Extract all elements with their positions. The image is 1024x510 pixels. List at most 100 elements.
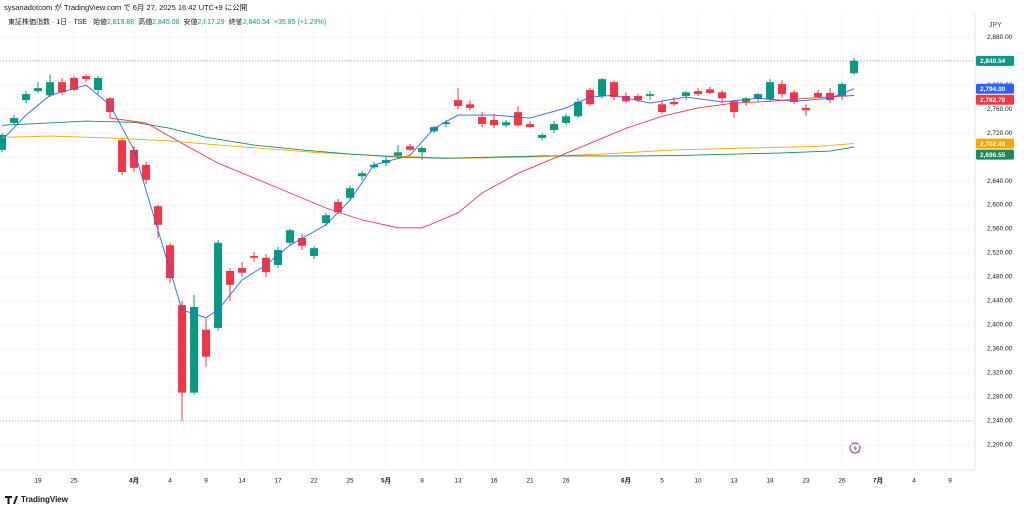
candle-body: [286, 230, 295, 243]
published-note: sysanadotcom が TradingView.com で 6月 27, …: [4, 2, 247, 12]
legend-value: 2,845.08: [152, 19, 179, 26]
legend-name: 高値: [138, 17, 152, 26]
y-tick-label: 2,560.00: [987, 226, 1013, 233]
y-tick-label: 2,360.00: [987, 346, 1013, 353]
legend-title: 東証株価指数 · 1日 · TSE: [8, 17, 87, 26]
y-tick-label: 2,640.00: [987, 178, 1013, 185]
candle-body: [526, 124, 535, 128]
candle-body: [802, 107, 811, 111]
candle-body: [10, 118, 19, 123]
x-tick-label: 26: [838, 478, 846, 485]
candle-body: [346, 188, 355, 198]
candle-body: [118, 140, 127, 173]
x-tick-label: 13: [730, 478, 738, 485]
y-tick-label: 2,320.00: [987, 370, 1013, 377]
currency: JPY: [989, 22, 1002, 29]
candle-body: [814, 92, 823, 98]
y-tick-label: 2,600.00: [987, 202, 1013, 209]
x-tick-label: 26: [562, 478, 570, 485]
candle-body: [778, 83, 787, 95]
candle-body: [34, 88, 43, 92]
x-tick-label: 16: [490, 478, 498, 485]
price-tag: [976, 83, 1014, 94]
price-tag-label: 2,794.00: [980, 86, 1006, 93]
candle-body: [850, 60, 859, 74]
candle-body: [742, 98, 751, 102]
candle-body: [718, 92, 727, 99]
candle-body: [622, 95, 631, 102]
x-tick-label: 4月: [129, 477, 139, 485]
y-tick-label: 2,520.00: [987, 250, 1013, 257]
x-tick-label: 5: [660, 478, 664, 485]
candle-body: [766, 82, 775, 99]
x-tick-label: 23: [802, 478, 810, 485]
price-tag: [976, 55, 1014, 66]
candle-body: [838, 83, 847, 96]
y-tick-label: 2,720.00: [987, 130, 1013, 137]
candle-body: [58, 82, 67, 93]
x-tick-label: 17: [274, 478, 282, 485]
candle-body: [202, 329, 211, 357]
candle-body: [442, 122, 451, 125]
candle-body: [682, 92, 691, 96]
candle-body: [610, 82, 619, 98]
candle-body: [706, 89, 715, 93]
candle-body: [538, 134, 547, 138]
candle-body: [226, 270, 235, 285]
candle-body: [310, 248, 319, 256]
x-tick-label: 9: [948, 478, 952, 485]
candle-body: [466, 104, 475, 108]
candle-body: [574, 101, 583, 117]
candle-body: [154, 206, 163, 225]
logo-icon: [5, 496, 18, 504]
x-tick-label: 4: [168, 478, 172, 485]
price-tag-label: 2,782.78: [980, 97, 1006, 104]
candle-body: [670, 101, 679, 105]
price-tag-label: 2,696.55: [980, 152, 1006, 159]
y-tick-label: 2,240.00: [987, 418, 1013, 425]
x-tick-label: 9: [204, 478, 208, 485]
candle-body: [598, 79, 607, 96]
price-tag-label: 2,702.48: [980, 141, 1006, 148]
x-tick-label: 8: [420, 478, 424, 485]
moving-average-line: [1, 120, 855, 159]
x-tick-label: 6月: [621, 477, 631, 485]
candle-body: [394, 152, 403, 156]
x-tick-label: 19: [34, 478, 42, 485]
moving-average-line: [1, 135, 855, 159]
candle-body: [754, 94, 763, 99]
legend-name: 終値: [229, 17, 243, 26]
candle-body: [730, 101, 739, 113]
candle-body: [550, 124, 559, 131]
candle-body: [334, 202, 343, 213]
x-tick-label: 5月: [381, 477, 391, 485]
candle-body: [130, 149, 139, 168]
moving-average-line: [1, 84, 855, 319]
candle-body: [490, 119, 499, 126]
x-tick-label: 22: [310, 478, 318, 485]
y-tick-label: 2,880.00: [987, 34, 1013, 41]
y-tick-label: 2,400.00: [987, 322, 1013, 329]
candle-body: [646, 94, 655, 96]
price-tag: [976, 149, 1014, 160]
candle-body: [250, 255, 259, 258]
x-tick-label: 4: [912, 478, 916, 485]
y-tick-label: 2,760.00: [987, 106, 1013, 113]
candle-body: [370, 164, 379, 168]
candle-body: [478, 116, 487, 125]
candle-body: [358, 173, 367, 177]
candle-body: [46, 82, 55, 96]
legend-value: 2,819.88: [107, 19, 134, 26]
x-tick-label: 18: [766, 478, 774, 485]
candle-body: [142, 164, 151, 180]
x-tick-label: 25: [70, 478, 78, 485]
y-tick-label: 2,440.00: [987, 298, 1013, 305]
legend: 東証株価指数 · 1日 · TSE 始値2,819.88 高値2,845.08 安値2…: [8, 17, 326, 26]
candle-body: [22, 94, 31, 101]
y-tick-label: 2,200.00: [987, 442, 1013, 449]
price-tag: [976, 94, 1014, 105]
candle-body: [430, 127, 439, 132]
y-tick-label: 2,280.00: [987, 394, 1013, 401]
